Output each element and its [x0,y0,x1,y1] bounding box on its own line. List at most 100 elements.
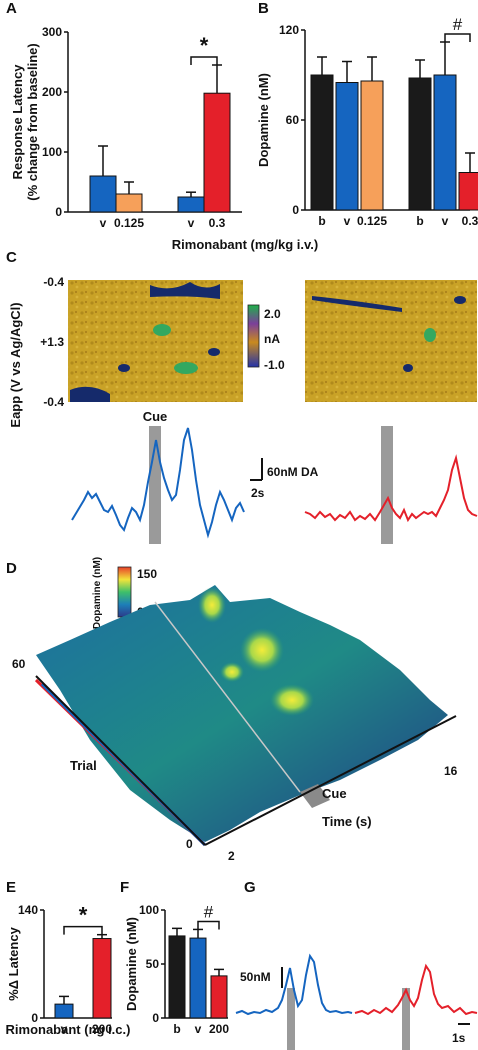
chart-dopamine-iv: 0 60 120 Dopamine (nM) b v 0.125 b v 0.3 # [256,15,478,228]
xlabel-rimonabant-iv: Rimonabant (mg/kg i.v.) [172,237,318,252]
xtick-label-B-4: v [442,214,449,228]
sig-bracket-A-0 [190,56,218,65]
xlabel-E: Rimonabant (ng i.c.) [6,1022,131,1037]
ytick-label-A-3: 300 [42,25,62,39]
cue-bar-rimonabant [381,426,393,544]
scale-label-time-c: 2s [251,486,265,500]
xtick-label-B-1: v [344,214,351,228]
bar-A-0 [89,175,117,213]
ytick-eapp-top: -0.4 [43,275,64,289]
ytick-label-A-2: 200 [42,85,62,99]
xtick-label-B-2: 0.125 [357,214,387,228]
bar-B-0 [310,74,334,211]
colorbar-tick-max: 2.0 [264,307,281,321]
sig-symbol-E-0: * [79,903,88,928]
bar-E-0 [54,1003,74,1019]
xtick-label-E-0: v [61,1022,68,1036]
panel-label-A: A [6,0,17,17]
colorplot-rimonabant-peak [424,328,436,342]
ytick-label-E-0: 0 [31,1011,38,1025]
cue-bar-g-vehicle [287,988,295,1050]
bar-A-2 [177,196,205,213]
sig-bracket-F-0 [197,920,220,930]
bar-F-1 [189,937,207,1019]
panel-d-surface: 150 0 Dopamine (nM) 60 0 Trial 16 2 Time… [12,557,458,863]
colorplot-vehicle-peak [153,324,171,336]
cue-label-d: Cue [322,786,347,801]
time-axis-label: Time (s) [322,814,372,829]
cue-label-c: Cue [143,409,168,424]
sig-bracket-E-0 [63,925,103,935]
xtick-label-F-0: b [173,1022,180,1036]
trace-vehicle-dopamine [71,427,245,539]
xtick-label-A-2: v [188,216,195,230]
sig-symbol-F-0: # [204,902,214,921]
trial-axis [35,675,206,846]
trace-g-vehicle [235,953,353,1016]
colorbar-dopamine-d [117,566,132,618]
panel-label-B: B [258,0,269,17]
trace-g-rimonabant [354,963,478,1016]
xtick-label-F-1: v [195,1022,202,1036]
time-tick-16: 16 [444,764,458,778]
bar-A-1 [115,193,143,213]
bar-B-5 [458,172,478,211]
time-axis [204,715,457,846]
bar-B-1 [335,82,359,211]
scale-label-dopamine-g: 50nM [240,970,271,984]
panel-label-C: C [6,249,17,266]
bar-F-0 [168,935,186,1019]
scale-label-dopamine-c: 60nM DA [267,465,319,479]
bar-B-2 [360,80,384,211]
cue-bar-g-rimonabant [402,988,410,1050]
colorbar-current [247,304,260,368]
cue-marker-d [300,784,330,808]
ytick-label-F-1: 50 [146,957,160,971]
panel-g-traces: 50nM 1s [235,953,478,1050]
cue-plane-d [154,601,301,793]
time-tick-2: 2 [228,849,235,863]
colorbar-tick-min: -1.0 [264,358,285,372]
ytick-label-B-2: 120 [279,23,299,37]
sig-symbol-A-0: * [200,33,209,58]
ylabel-B: Dopamine (nM) [256,73,271,167]
panel-label-D: D [6,560,17,577]
trial-tick-bottom: 0 [186,837,193,851]
xtick-label-B-3: b [416,214,423,228]
ytick-label-E-1: 140 [18,903,38,917]
ytick-label-A-0: 0 [55,205,62,219]
trial-axis-label: Trial [70,758,97,773]
bar-A-3 [203,92,231,213]
xtick-label-F-2: 200 [209,1022,229,1036]
sig-bracket-B-0 [444,33,471,42]
ytick-label-F-2: 100 [139,903,159,917]
ylabel-F: Dopamine (nM) [124,917,139,1011]
xtick-label-A-1: 0.125 [114,216,144,230]
bar-B-3 [408,77,432,211]
panel-label-E: E [6,879,16,896]
ytick-label-B-0: 0 [292,203,299,217]
colorbar-d-tick-max: 150 [137,567,157,581]
scale-label-time-g: 1s [452,1031,466,1045]
bar-F-2 [210,975,228,1019]
colorbar-unit: nA [264,332,280,346]
bar-B-4 [433,74,457,211]
bar-E-1 [92,938,112,1019]
ylabel-eapp: Eapp (V vs Ag/AgCl) [8,302,23,427]
xtick-label-A-3: 0.3 [209,216,226,230]
panel-c-colorplots: Eapp (V vs Ag/AgCl) -0.4 +1.3 -0.4 2.0 n… [8,275,478,544]
ytick-eapp-mid: +1.3 [40,335,64,349]
xtick-label-B-5: 0.3 [462,214,478,228]
chart-latency-ic: 0 140 %Δ Latency v 200 * Rimonabant (ng i.c.) [6,903,131,1037]
ylabel-E: %Δ Latency [6,926,21,1000]
ytick-label-B-1: 60 [286,113,300,127]
colorbar-d-title: Dopamine (nM) [92,557,103,629]
panel-label-F: F [120,879,129,896]
ytick-label-A-1: 100 [42,145,62,159]
sig-symbol-B-0: # [453,15,463,34]
colorplot-vehicle [68,280,243,402]
ytick-label-F-0: 0 [152,1011,159,1025]
